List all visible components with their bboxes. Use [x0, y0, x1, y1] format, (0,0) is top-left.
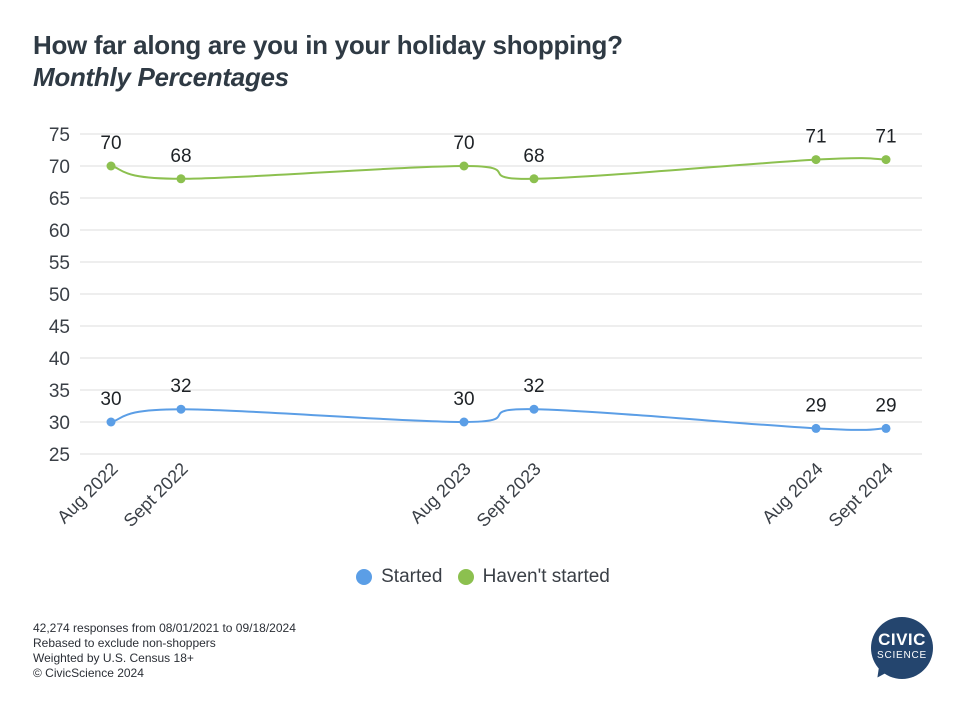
data-label-started-3: 32	[523, 376, 544, 397]
chart-subtitle: Monthly Percentages	[33, 62, 289, 92]
point-haven-t-started-0	[106, 161, 116, 171]
y-tick-label-75: 75	[49, 125, 70, 146]
data-label-started-0: 30	[100, 389, 121, 410]
logo-text-science: SCIENCE	[876, 650, 928, 661]
logo-circle	[871, 617, 933, 679]
footnote-copyright: © CivicScience 2024	[33, 666, 144, 680]
data-label-started-1: 32	[170, 376, 191, 397]
chart-legend: Started Haven't started	[0, 566, 966, 591]
data-label-haven-t-started-2: 70	[453, 133, 474, 154]
y-tick-label-40: 40	[49, 349, 70, 370]
point-started-2	[459, 417, 469, 427]
footnote-weighted: Weighted by U.S. Census 18+	[33, 651, 194, 665]
point-started-1	[176, 404, 186, 414]
y-tick-label-25: 25	[49, 445, 70, 466]
point-haven-t-started-5	[881, 155, 891, 165]
y-tick-label-55: 55	[49, 253, 70, 274]
x-tick-label-5: Sept 2024	[825, 459, 897, 531]
y-tick-label-30: 30	[49, 413, 70, 434]
data-label-started-4: 29	[805, 395, 826, 416]
legend-label-havent-started: Haven't started	[482, 566, 610, 587]
legend-marker-started	[356, 569, 373, 585]
data-label-haven-t-started-3: 68	[523, 146, 544, 167]
y-tick-label-45: 45	[49, 317, 70, 338]
data-label-started-5: 29	[875, 395, 896, 416]
x-tick-label-1: Sept 2022	[120, 459, 192, 531]
footnotes: 42,274 responses from 08/01/2021 to 09/1…	[33, 621, 296, 681]
point-haven-t-started-2	[459, 161, 469, 171]
point-haven-t-started-4	[811, 155, 821, 165]
point-started-5	[881, 423, 891, 433]
y-tick-label-35: 35	[49, 381, 70, 402]
y-tick-label-70: 70	[49, 157, 70, 178]
point-started-0	[106, 417, 116, 427]
data-label-haven-t-started-0: 70	[100, 133, 121, 154]
footnote-responses: 42,274 responses from 08/01/2021 to 09/1…	[33, 621, 296, 635]
logo-text-civic: CIVIC	[878, 630, 926, 649]
x-tick-label-2: Aug 2023	[406, 459, 475, 528]
civicscience-logo: CIVIC SCIENCE	[870, 617, 935, 683]
legend-marker-havent-started	[457, 569, 474, 585]
chart-title: How far along are you in your holiday sh…	[33, 30, 623, 60]
y-tick-label-65: 65	[49, 189, 70, 210]
point-started-4	[811, 423, 821, 433]
point-haven-t-started-3	[529, 174, 539, 184]
footnote-rebased: Rebased to exclude non-shoppers	[33, 636, 216, 650]
legend-item-started[interactable]: Started	[356, 566, 442, 588]
data-label-haven-t-started-5: 71	[875, 127, 896, 148]
legend-item-havent-started[interactable]: Haven't started	[457, 566, 610, 588]
y-tick-label-50: 50	[49, 285, 70, 306]
point-haven-t-started-1	[176, 174, 186, 184]
series-line-started	[110, 408, 887, 431]
data-label-haven-t-started-4: 71	[805, 127, 826, 148]
point-started-3	[529, 404, 539, 414]
y-tick-label-60: 60	[49, 221, 70, 242]
legend-label-started: Started	[381, 566, 443, 587]
x-tick-label-3: Sept 2023	[473, 459, 545, 531]
series-line-haven-t-started	[110, 157, 887, 180]
x-tick-label-4: Aug 2024	[758, 459, 827, 528]
data-label-haven-t-started-1: 68	[170, 146, 191, 167]
data-label-started-2: 30	[453, 389, 474, 410]
x-tick-label-0: Aug 2022	[53, 459, 122, 528]
